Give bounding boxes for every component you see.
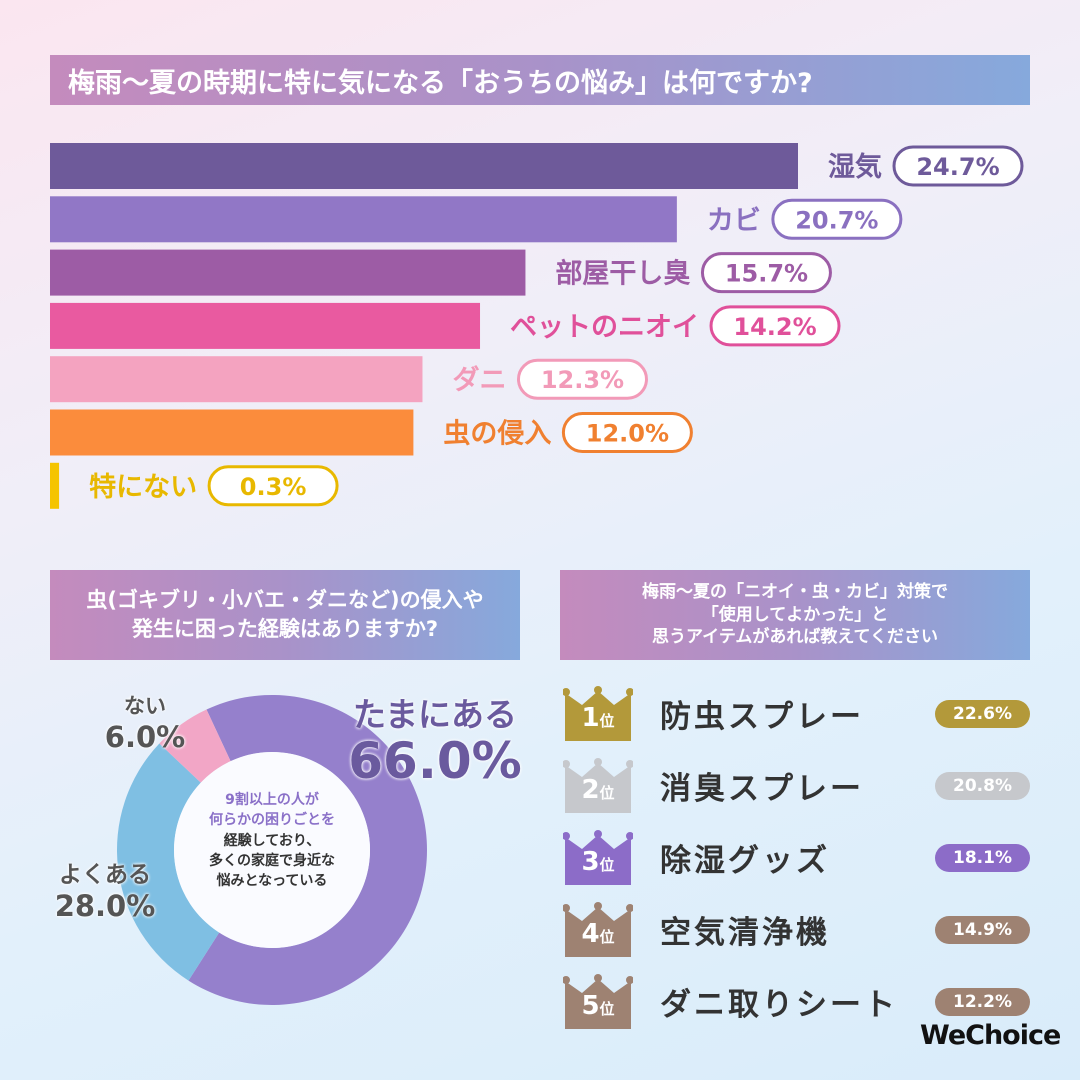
category-label: ダニ xyxy=(452,364,506,396)
label-tamani: たまにある 66.0% xyxy=(345,688,525,786)
bar-chart-title: 梅雨〜夏の時期に特に気になる「おうちの悩み」は何ですか? xyxy=(50,55,1030,105)
category-label: ペットのニオイ xyxy=(510,312,699,343)
label-nai: ない 6.0% xyxy=(95,690,195,754)
crown-icon: 4位 xyxy=(562,901,634,957)
value-pill xyxy=(207,465,339,507)
value-label: 20.7% xyxy=(795,206,878,234)
crown-icon: 3位 xyxy=(562,829,634,885)
crown-icon: 1位 xyxy=(562,685,634,741)
value-pill: 12.2% xyxy=(935,988,1030,1016)
value-label: 0.3% xyxy=(240,473,307,501)
category-label: 特にない xyxy=(89,472,197,503)
crown-icon: 2位 xyxy=(562,757,634,813)
value-pill xyxy=(516,358,648,400)
value-pill: 18.1% xyxy=(935,844,1030,872)
ranking-item: ダニ取りシート xyxy=(660,987,898,1023)
rank-number: 2位 xyxy=(581,775,615,805)
donut-chart-title: 虫(ゴキブリ・小バエ・ダニなど)の侵入や発生に困った経験はありますか? xyxy=(50,570,520,660)
center-text-line: 何らかの困りごとを xyxy=(209,812,335,829)
center-text-line: 9割以上の人が xyxy=(225,792,319,808)
value-pill xyxy=(561,412,693,453)
center-text-line: 経験しており、 xyxy=(223,832,321,849)
value-pill: 22.6% xyxy=(935,700,1030,728)
bar xyxy=(50,249,526,296)
value-pill: 20.8% xyxy=(935,772,1030,800)
ranking-title-line: 梅雨〜夏の「ニオイ・虫・カビ」対策で xyxy=(642,581,948,602)
value-label: 24.7% xyxy=(916,153,999,181)
ranking-item: 防虫スプレー xyxy=(660,699,864,735)
category-label: たまにある xyxy=(352,695,517,734)
value-pill xyxy=(700,252,832,294)
category-label: カビ xyxy=(707,205,761,236)
rank-number: 3位 xyxy=(581,847,615,877)
ranking-title-line: 思うアイテムがあれば教えてください xyxy=(652,627,938,648)
ranking-item: 消臭スプレー xyxy=(660,771,864,807)
value-pill xyxy=(771,198,903,240)
value-label: 6.0% xyxy=(104,720,186,754)
ranking-row: 4位 空気清浄機 14.9% xyxy=(560,901,1040,961)
value-pill xyxy=(709,305,841,347)
ranking-row: 5位 ダニ取りシート 12.2% xyxy=(560,973,1040,1033)
center-text-line: 悩みとなっている xyxy=(216,873,328,890)
ranking-item: 空気清浄機 xyxy=(660,915,830,951)
category-label: 湿気 xyxy=(828,151,882,183)
category-label: よくある xyxy=(59,862,151,888)
donut-slice xyxy=(159,709,231,783)
donut-center-text: 9割以上の人が 何らかの困りごとを 経験しており、 多くの家庭で身近な 悩みとなっている xyxy=(192,790,352,891)
rank-number: 4位 xyxy=(581,919,615,949)
ranking-item: 除湿グッズ xyxy=(660,843,830,879)
ranking-title-line: 「使用してよかった」と xyxy=(701,604,889,625)
bar xyxy=(50,196,677,243)
bar xyxy=(50,409,414,456)
ranking-row: 1位 防虫スプレー 22.6% xyxy=(560,685,1040,745)
bar xyxy=(50,302,481,349)
center-text-line: 多くの家庭で身近な xyxy=(209,852,335,869)
crown-icon: 5位 xyxy=(562,973,634,1029)
ranking-row: 2位 消臭スプレー 20.8% xyxy=(560,757,1040,817)
donut-slice xyxy=(116,743,220,981)
ranking-title: 梅雨〜夏の「ニオイ・虫・カビ」対策で 「使用してよかった」と 思うアイテムがあれ… xyxy=(560,570,1030,660)
value-label: 14.2% xyxy=(733,313,816,341)
bar xyxy=(50,143,798,189)
rank-number: 5位 xyxy=(581,991,615,1021)
bar xyxy=(50,356,423,403)
wechoice-logo: WeChoice xyxy=(920,1020,1061,1051)
bar xyxy=(50,462,60,509)
category-label: 虫の侵入 xyxy=(443,419,551,450)
value-label: 66.0% xyxy=(348,732,522,790)
category-label: 部屋干し臭 xyxy=(555,258,690,290)
donut-slice xyxy=(188,695,427,1005)
ranking-row: 3位 除湿グッズ 18.1% xyxy=(560,829,1040,889)
value-pill: 14.9% xyxy=(935,916,1030,944)
donut-hole xyxy=(174,752,370,948)
value-pill xyxy=(892,145,1024,187)
category-label: ない xyxy=(124,694,166,718)
value-label: 12.0% xyxy=(586,420,669,448)
label-yoku: よくある 28.0% xyxy=(40,855,170,923)
bar-chart-title-text: 梅雨〜夏の時期に特に気になる「おうちの悩み」は何ですか? xyxy=(68,67,813,99)
donut-title-text: 虫(ゴキブリ・小バエ・ダニなど)の侵入や発生に困った経験はありますか? xyxy=(86,587,484,641)
rank-number: 1位 xyxy=(581,703,615,733)
value-label: 28.0% xyxy=(54,889,156,923)
value-label: 12.3% xyxy=(541,366,624,394)
value-label: 15.7% xyxy=(725,260,808,288)
